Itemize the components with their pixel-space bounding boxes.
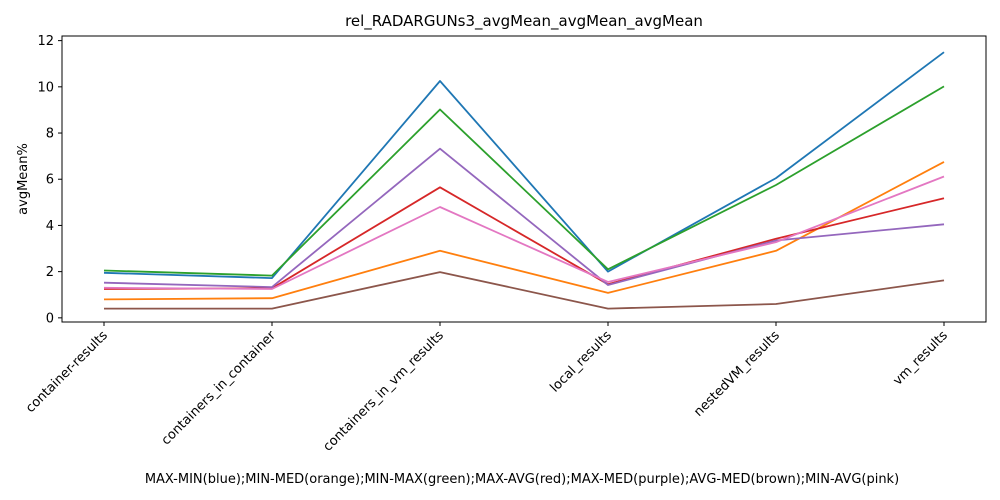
x-axis: container-results containers_in_container… <box>23 322 951 455</box>
x-tick-label: container-results <box>23 328 111 416</box>
y-tick-label: 2 <box>46 265 54 280</box>
series-lines <box>103 51 945 310</box>
x-tick-label: local_results <box>547 328 615 396</box>
series-line-6 <box>104 271 945 310</box>
y-axis: 0 2 4 6 8 10 12 <box>37 34 62 326</box>
series-line-2 <box>103 161 945 301</box>
y-axis-label: avgMean% <box>16 143 31 215</box>
y-tick-label: 10 <box>37 80 54 95</box>
x-tick-label: nestedVM_results <box>691 328 783 420</box>
y-tick-label: 8 <box>46 127 54 142</box>
y-tick-label: 4 <box>46 219 54 234</box>
x-tick-label: containers_in_vm_results <box>321 328 447 454</box>
y-tick-label: 6 <box>46 173 54 188</box>
series-line-3 <box>103 85 945 277</box>
x-axis-label: MAX-MIN(blue);MIN-MED(orange);MIN-MAX(gr… <box>145 472 899 487</box>
y-tick-label: 12 <box>37 34 54 49</box>
series-line-5 <box>103 147 945 289</box>
series-line-7 <box>103 175 945 290</box>
x-tick-label: containers_in_container <box>159 328 280 449</box>
y-tick-label: 0 <box>46 311 54 326</box>
chart-title: rel_RADARGUNs3_avgMean_avgMean_avgMean <box>345 12 703 31</box>
plot-area-frame <box>61 35 987 323</box>
series-line-1 <box>103 51 945 280</box>
x-tick-label: vm_results <box>890 328 951 389</box>
